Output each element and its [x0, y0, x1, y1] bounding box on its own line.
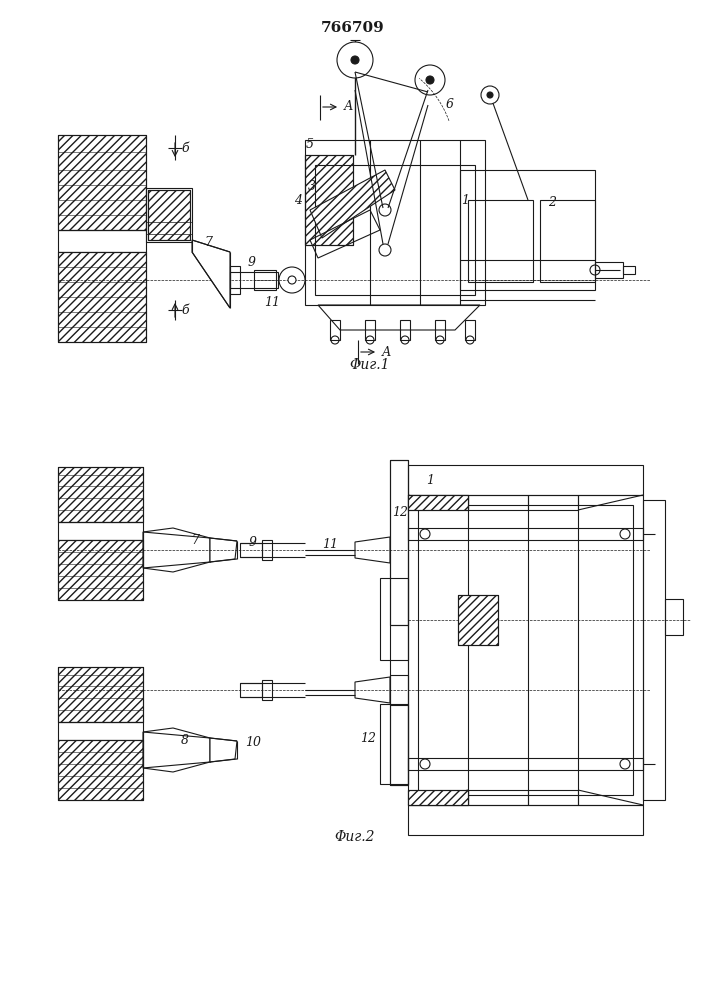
- Bar: [390, 675, 408, 785]
- Bar: [330, 320, 340, 340]
- Bar: [408, 790, 468, 805]
- Text: 1: 1: [426, 474, 434, 487]
- Bar: [240, 683, 262, 697]
- Circle shape: [426, 76, 434, 84]
- Text: 1: 1: [461, 194, 469, 207]
- Circle shape: [481, 86, 499, 104]
- Bar: [230, 272, 278, 288]
- Bar: [148, 190, 190, 240]
- Text: А: А: [344, 101, 353, 113]
- Bar: [390, 460, 408, 785]
- Bar: [58, 667, 143, 722]
- Text: 11: 11: [322, 538, 338, 550]
- Bar: [458, 595, 498, 645]
- Text: Φиг.1: Φиг.1: [350, 358, 390, 372]
- Bar: [58, 135, 146, 230]
- Text: 7: 7: [191, 534, 199, 546]
- Text: 12: 12: [360, 732, 376, 744]
- Circle shape: [337, 42, 373, 78]
- Bar: [58, 740, 143, 800]
- Polygon shape: [310, 170, 395, 238]
- Bar: [148, 190, 190, 240]
- Text: 12: 12: [392, 506, 408, 520]
- Circle shape: [487, 92, 493, 98]
- Bar: [468, 200, 533, 282]
- Bar: [58, 667, 143, 722]
- Bar: [380, 578, 408, 660]
- Text: А: А: [381, 346, 391, 359]
- Polygon shape: [210, 738, 237, 762]
- Bar: [305, 155, 353, 245]
- Bar: [262, 680, 272, 700]
- Bar: [460, 170, 595, 290]
- Circle shape: [351, 56, 359, 64]
- Text: 766709: 766709: [321, 21, 385, 35]
- Text: 3: 3: [308, 180, 316, 192]
- Bar: [595, 262, 623, 278]
- Bar: [58, 522, 143, 540]
- Bar: [408, 790, 468, 805]
- Bar: [435, 320, 445, 340]
- Bar: [408, 758, 643, 770]
- Bar: [58, 467, 143, 522]
- Bar: [408, 465, 643, 495]
- Bar: [254, 270, 276, 290]
- Polygon shape: [210, 538, 237, 562]
- Bar: [665, 599, 683, 635]
- Text: 10: 10: [245, 736, 261, 748]
- Text: 8: 8: [181, 734, 189, 746]
- Polygon shape: [192, 240, 230, 308]
- Bar: [465, 320, 475, 340]
- Bar: [400, 320, 410, 340]
- Text: 9: 9: [248, 256, 256, 269]
- Circle shape: [288, 276, 296, 284]
- Text: 7: 7: [204, 236, 212, 249]
- Bar: [58, 540, 143, 600]
- Bar: [58, 740, 143, 800]
- Bar: [305, 140, 485, 305]
- Text: Φиг.2: Φиг.2: [334, 830, 375, 844]
- Bar: [380, 704, 408, 784]
- Bar: [305, 155, 353, 245]
- Bar: [540, 200, 595, 282]
- Bar: [58, 230, 146, 252]
- Text: 5: 5: [306, 138, 314, 151]
- Text: 9: 9: [249, 536, 257, 548]
- Bar: [230, 266, 240, 294]
- Text: 4: 4: [294, 194, 302, 207]
- Text: 2: 2: [548, 196, 556, 209]
- Bar: [623, 266, 635, 274]
- Bar: [58, 540, 143, 600]
- Bar: [458, 595, 498, 645]
- Bar: [315, 165, 475, 295]
- Bar: [58, 135, 146, 230]
- Bar: [408, 495, 468, 510]
- Bar: [643, 500, 665, 800]
- Bar: [146, 188, 192, 242]
- Bar: [58, 252, 146, 342]
- Bar: [408, 528, 643, 540]
- Text: 11: 11: [264, 296, 280, 308]
- Bar: [240, 543, 262, 557]
- Bar: [408, 495, 468, 510]
- Bar: [390, 460, 408, 625]
- Text: б: б: [181, 141, 189, 154]
- Bar: [408, 805, 643, 835]
- Text: 6: 6: [446, 99, 454, 111]
- Text: б: б: [181, 304, 189, 316]
- Bar: [58, 252, 146, 342]
- Bar: [58, 722, 143, 740]
- Bar: [58, 467, 143, 522]
- Bar: [418, 505, 633, 795]
- Circle shape: [415, 65, 445, 95]
- Bar: [408, 495, 643, 805]
- Bar: [262, 540, 272, 560]
- Bar: [365, 320, 375, 340]
